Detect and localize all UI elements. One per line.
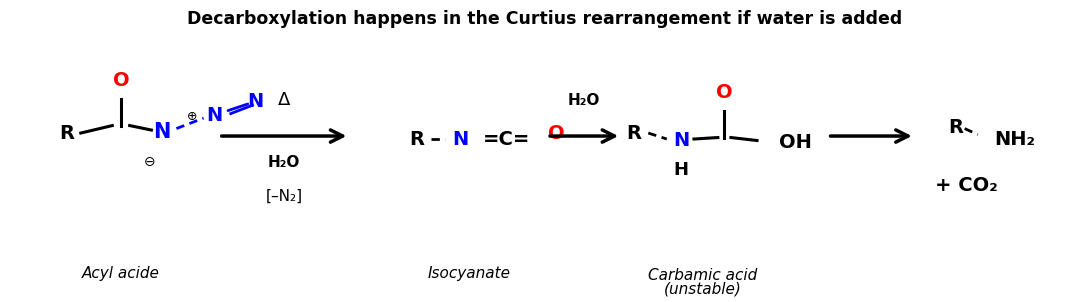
Text: N: N: [247, 92, 264, 111]
Text: O: O: [716, 83, 732, 102]
Text: (unstable): (unstable): [664, 281, 741, 296]
Text: Carbamic acid: Carbamic acid: [649, 268, 758, 283]
Text: R: R: [59, 124, 74, 143]
Text: Decarboxylation happens in the Curtius rearrangement if water is added: Decarboxylation happens in the Curtius r…: [187, 10, 903, 28]
Text: R: R: [627, 124, 642, 143]
Text: H₂O: H₂O: [268, 156, 300, 170]
Text: OH: OH: [778, 133, 812, 152]
Text: [–N₂]: [–N₂]: [266, 188, 303, 203]
Text: R: R: [948, 117, 964, 137]
Text: N: N: [673, 131, 689, 150]
Text: O: O: [547, 124, 565, 143]
Text: R: R: [409, 130, 424, 149]
Text: ⊕: ⊕: [186, 110, 197, 123]
Text: NH₂: NH₂: [994, 130, 1036, 149]
Text: N: N: [154, 121, 171, 142]
Text: Δ: Δ: [278, 91, 290, 109]
Text: Isocyanate: Isocyanate: [427, 266, 510, 281]
Text: H₂O: H₂O: [568, 93, 601, 108]
Text: Acyl acide: Acyl acide: [82, 266, 160, 281]
Text: ⊖: ⊖: [144, 154, 155, 169]
Text: H: H: [674, 162, 689, 179]
Text: N: N: [452, 130, 469, 149]
Text: O: O: [112, 71, 130, 90]
Text: N: N: [206, 106, 222, 125]
Text: =C=: =C=: [483, 130, 531, 149]
Text: + CO₂: + CO₂: [935, 176, 998, 195]
